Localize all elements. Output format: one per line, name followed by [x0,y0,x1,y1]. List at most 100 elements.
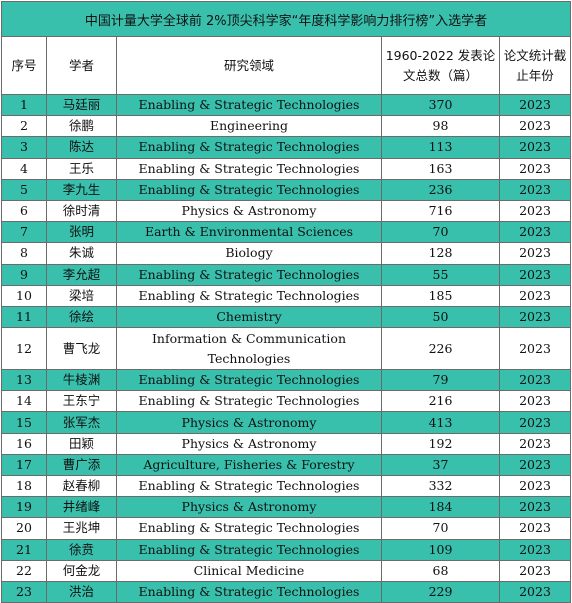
cell-index: 15 [1,411,47,434]
cell-scholar: 王东宁 [46,390,117,413]
table-row: 23 洪治 Enabling & Strategic Technologies 229… [1,580,572,603]
cell-papers: 192 [381,432,500,455]
cell-papers: 216 [381,390,500,413]
cell-field: Enabling & Strategic Technologies [116,580,382,603]
cell-field: Enabling & Strategic Technologies [116,390,382,413]
cell-papers: 50 [381,305,500,329]
cell-papers: 37 [381,453,500,477]
table-row: 10 梁培 Enabling & Strategic Technologies 185… [1,284,572,307]
cell-index: 4 [1,157,47,180]
cell-scholar: 赵春柳 [46,474,117,498]
cell-year: 2023 [498,93,572,117]
cell-scholar: 陈达 [46,136,117,159]
cell-papers: 716 [381,199,500,223]
cell-scholar: 李允超 [46,263,117,286]
header-row: 序号 学者 研究领域 1960-2022 发表论文总数（篇） 论文统计截止年份 [1,36,572,95]
cell-index: 2 [1,115,47,138]
cell-year: 2023 [498,305,572,329]
cell-field: Engineering [116,115,382,138]
table-row: 3 陈达 Enabling & Strategic Technologies 113 2… [1,136,572,159]
cell-papers: 184 [381,496,500,519]
cell-scholar: 王乐 [46,157,117,180]
cell-field: Enabling & Strategic Technologies [116,474,382,498]
cell-index: 17 [1,453,47,477]
cell-scholar: 曹飞龙 [46,327,117,371]
cell-year: 2023 [498,369,572,392]
cell-index: 22 [1,559,47,582]
cell-index: 14 [1,390,47,413]
cell-papers: 128 [381,242,500,265]
cell-index: 6 [1,199,47,223]
cell-field: Agriculture, Fisheries & Forestry [116,453,382,477]
header-field: 研究领域 [116,36,382,95]
table-row: 20 王兆坤 Enabling & Strategic Technologies 70… [1,517,572,540]
header-papers: 1960-2022 发表论文总数（篇） [381,36,500,95]
cell-scholar: 井绪峰 [46,496,117,519]
table-row: 8 朱诚 Biology 128 2023 [1,242,572,265]
cell-scholar: 何金龙 [46,559,117,582]
cell-papers: 229 [381,580,500,603]
cell-year: 2023 [498,157,572,180]
table-row: 15 张军杰 Physics & Astronomy 413 2023 [1,411,572,434]
cell-year: 2023 [498,538,572,561]
cell-papers: 185 [381,284,500,307]
cell-index: 9 [1,263,47,286]
table-row: 2 徐鹏 Engineering 98 2023 [1,115,572,138]
header-index: 序号 [1,36,47,95]
cell-year: 2023 [498,327,572,371]
cell-field: Enabling & Strategic Technologies [116,178,382,201]
cell-year: 2023 [498,432,572,455]
cell-index: 16 [1,432,47,455]
cell-index: 21 [1,538,47,561]
cell-scholar: 朱诚 [46,242,117,265]
cell-field: Chemistry [116,305,382,329]
cell-papers: 370 [381,93,500,117]
table-row: 1 马廷丽 Enabling & Strategic Technologies 370… [1,93,572,117]
cell-papers: 79 [381,369,500,392]
cell-year: 2023 [498,178,572,201]
cell-scholar: 徐贲 [46,538,117,561]
cell-field: Enabling & Strategic Technologies [116,136,382,159]
cell-index: 7 [1,221,47,244]
header-scholar: 学者 [46,36,117,95]
cell-index: 1 [1,93,47,117]
cell-index: 20 [1,517,47,540]
cell-scholar: 张军杰 [46,411,117,434]
cell-year: 2023 [498,284,572,307]
table-row: 9 李允超 Enabling & Strategic Technologies 55 2… [1,263,572,286]
cell-field: Physics & Astronomy [116,411,382,434]
cell-papers: 163 [381,157,500,180]
cell-index: 5 [1,178,47,201]
cell-year: 2023 [498,496,572,519]
cell-index: 12 [1,327,47,371]
table-row: 7 张明 Earth & Environmental Sciences 70 2023 [1,221,572,244]
cell-scholar: 徐时清 [46,199,117,223]
cell-field: Physics & Astronomy [116,496,382,519]
cell-scholar: 洪治 [46,580,117,603]
table-row: 22 何金龙 Clinical Medicine 68 2023 [1,559,572,582]
cell-field: Enabling & Strategic Technologies [116,517,382,540]
cell-field: Information & Communication Technologies [116,327,382,371]
cell-papers: 113 [381,136,500,159]
cell-index: 23 [1,580,47,603]
cell-papers: 332 [381,474,500,498]
cell-field: Enabling & Strategic Technologies [116,263,382,286]
cell-year: 2023 [498,199,572,223]
cell-year: 2023 [498,517,572,540]
cell-field: Earth & Environmental Sciences [116,221,382,244]
cell-index: 11 [1,305,47,329]
cell-year: 2023 [498,263,572,286]
cell-year: 2023 [498,242,572,265]
cell-papers: 68 [381,559,500,582]
table-row: 19 井绪峰 Physics & Astronomy 184 2023 [1,496,572,519]
cell-papers: 109 [381,538,500,561]
cell-field: Clinical Medicine [116,559,382,582]
cell-scholar: 王兆坤 [46,517,117,540]
table-row: 13 牛棱渊 Enabling & Strategic Technologies 79… [1,369,572,392]
cell-index: 8 [1,242,47,265]
cell-scholar: 徐绘 [46,305,117,329]
cell-papers: 98 [381,115,500,138]
table-row: 17 曹广添 Agriculture, Fisheries & Forestry 37… [1,453,572,477]
